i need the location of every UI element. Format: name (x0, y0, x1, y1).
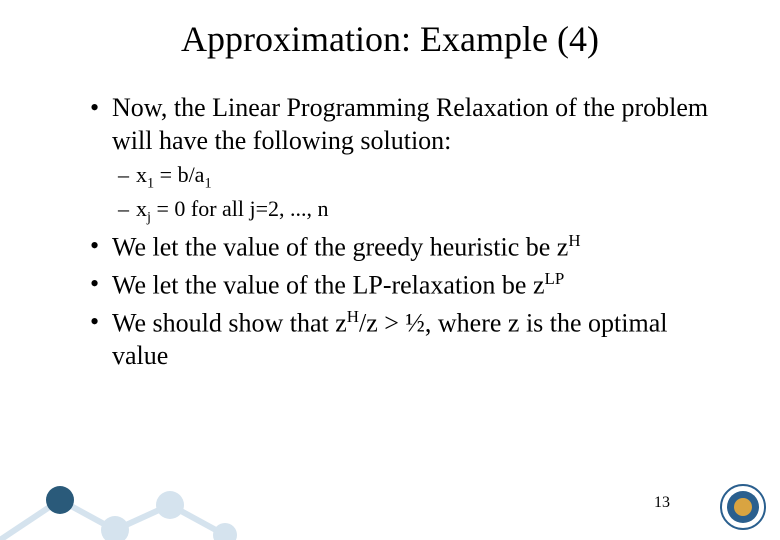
x1-eq: = b/a (154, 162, 204, 187)
bullet-intro-text: Now, the Linear Programming Relaxation o… (112, 93, 708, 155)
molecule-icon (0, 486, 237, 540)
slide: Approximation: Example (4) Now, the Line… (0, 0, 780, 540)
x1-var: x (136, 162, 147, 187)
bullet-lp: We let the value of the LP-relaxation be… (90, 268, 720, 302)
lp-pre: We let the value of the LP-relaxation be… (112, 270, 545, 299)
a1-sub: 1 (204, 175, 211, 191)
lp-sup: LP (545, 269, 565, 288)
bullet-intro: Now, the Linear Programming Relaxation o… (90, 92, 720, 157)
greedy-sup: H (568, 231, 580, 250)
xj-rest: = 0 for all j=2, ..., n (151, 196, 329, 221)
subbullet-x1: x1 = b/a1 (118, 161, 720, 193)
page-number: 13 (654, 494, 670, 512)
xj-var: x (136, 196, 147, 221)
slide-title: Approximation: Example (4) (60, 18, 720, 60)
show-sup: H (347, 307, 359, 326)
slide-content: Now, the Linear Programming Relaxation o… (60, 92, 720, 372)
greedy-pre: We let the value of the greedy heuristic… (112, 232, 568, 261)
bullet-greedy: We let the value of the greedy heuristic… (90, 230, 720, 264)
show-pre: We should show that z (112, 308, 347, 337)
subbullet-xj: xj = 0 for all j=2, ..., n (118, 195, 720, 227)
institution-logo-icon (720, 484, 766, 530)
bullet-show: We should show that zH/z > ½, where z is… (90, 306, 720, 373)
